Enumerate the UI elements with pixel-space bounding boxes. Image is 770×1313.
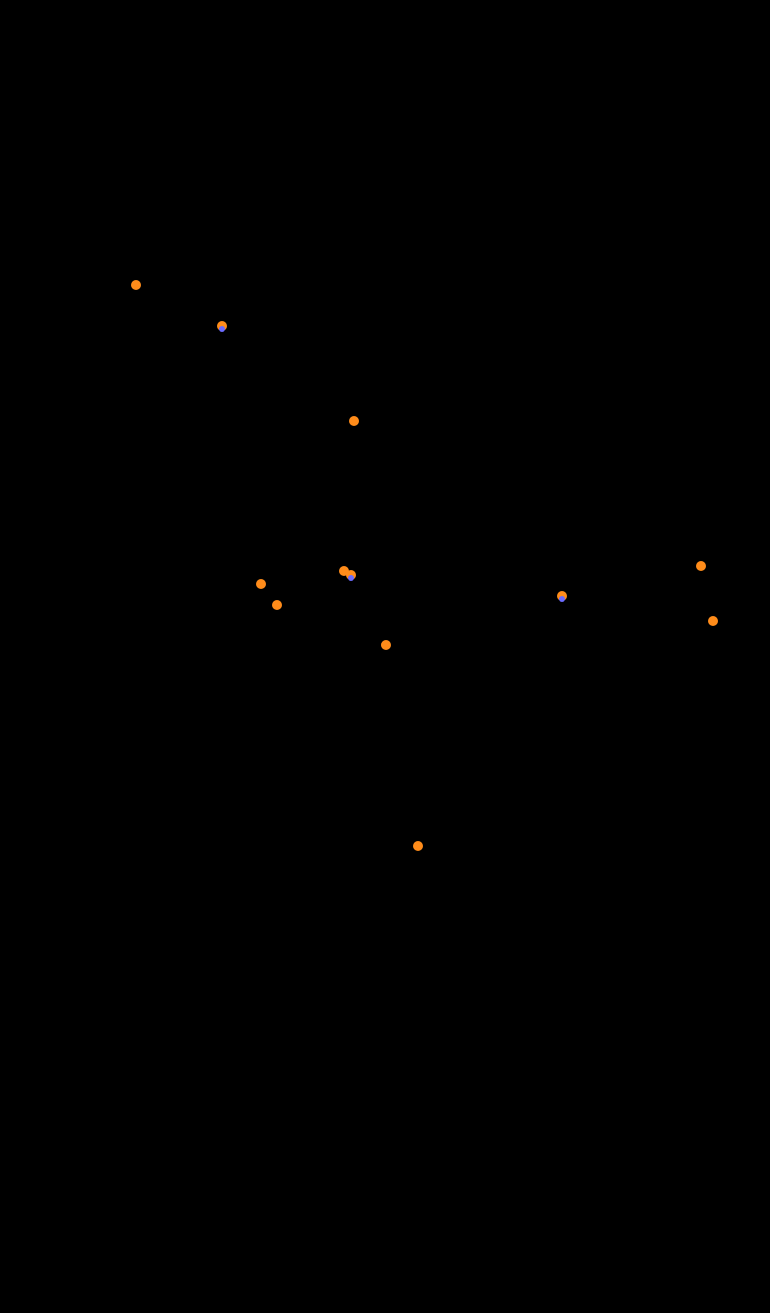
scatter-point	[131, 280, 141, 290]
scatter-point	[559, 596, 565, 602]
scatter-point	[256, 579, 266, 589]
scatter-point	[696, 561, 706, 571]
scatter-point	[381, 640, 391, 650]
scatter-point	[708, 616, 718, 626]
scatter-point	[348, 575, 354, 581]
scatter-point	[219, 326, 225, 332]
scatter-point	[272, 600, 282, 610]
scatter-point	[349, 416, 359, 426]
scatter-point	[413, 841, 423, 851]
scatter-chart	[0, 0, 770, 1313]
